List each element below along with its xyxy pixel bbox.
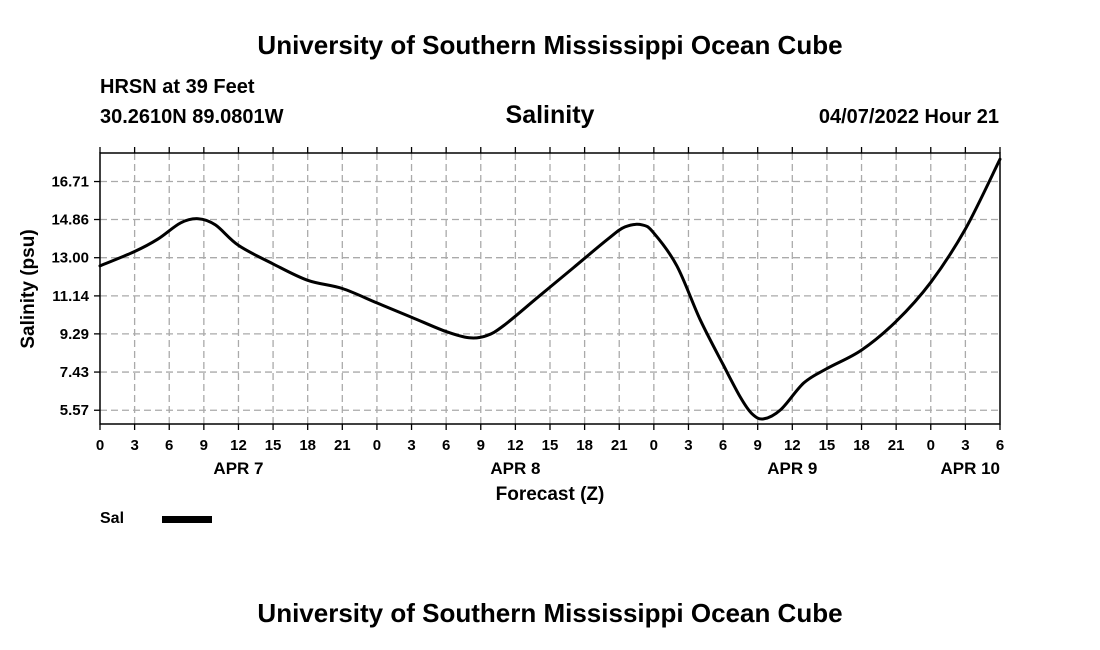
y-tick-label: 16.71 <box>51 174 89 191</box>
x-axis-title: Forecast (Z) <box>496 484 605 505</box>
axis-labels: 0 3 6 9 12 15 18 21 0 3 6 9 12 15 18 21 0 3 6 9 12 15 18 21 0 3 6 5… <box>51 174 1004 478</box>
x-tick-label: 3 <box>684 437 692 454</box>
y-tick-label: 14.86 <box>51 212 89 229</box>
top-title: University of Southern Mississippi Ocean… <box>257 30 843 60</box>
legend-label: Sal <box>100 510 125 527</box>
x-tick-label: 15 <box>542 437 559 454</box>
station-label: HRSN at 39 Feet <box>100 76 255 98</box>
chart-title: Salinity <box>505 101 595 129</box>
date-label: APR 8 <box>490 459 540 478</box>
y-tick-label: 5.57 <box>60 402 89 419</box>
date-label: APR 9 <box>767 459 817 478</box>
x-tick-label: 12 <box>230 437 247 454</box>
x-tick-label: 3 <box>407 437 415 454</box>
x-tick-label: 6 <box>719 437 727 454</box>
x-tick-label: 0 <box>96 437 104 454</box>
x-tick-label: 6 <box>442 437 450 454</box>
y-axis-title: Salinity (psu) <box>18 229 39 348</box>
x-tick-label: 21 <box>334 437 351 454</box>
x-tick-label: 9 <box>477 437 485 454</box>
x-tick-label: 0 <box>650 437 658 454</box>
x-tick-label: 21 <box>611 437 628 454</box>
x-tick-label: 9 <box>200 437 208 454</box>
x-tick-label: 18 <box>299 437 316 454</box>
x-tick-label: 18 <box>853 437 870 454</box>
date-label: APR 7 <box>213 459 263 478</box>
y-tick-label: 7.43 <box>60 364 89 381</box>
bottom-title: University of Southern Mississippi Ocean… <box>257 598 843 628</box>
y-tick-label: 9.29 <box>60 326 89 343</box>
station-coordinates: 30.2610N 89.0801W <box>100 106 284 128</box>
x-tick-label: 3 <box>961 437 969 454</box>
axis-ticks <box>94 147 1001 430</box>
y-tick-label: 11.14 <box>52 288 89 305</box>
x-tick-label: 21 <box>888 437 905 454</box>
x-tick-label: 12 <box>784 437 801 454</box>
x-tick-label: 6 <box>165 437 173 454</box>
y-tick-label: 13.00 <box>51 250 89 267</box>
x-tick-label: 6 <box>996 437 1004 454</box>
x-tick-label: 0 <box>373 437 381 454</box>
x-tick-label: 0 <box>927 437 935 454</box>
x-tick-label: 3 <box>130 437 138 454</box>
x-tick-label: 15 <box>265 437 282 454</box>
x-tick-label: 15 <box>819 437 836 454</box>
date-label: APR 10 <box>940 459 1000 478</box>
x-tick-label: 18 <box>576 437 593 454</box>
forecast-datetime: 04/07/2022 Hour 21 <box>818 106 999 128</box>
x-tick-label: 9 <box>754 437 762 454</box>
salinity-series-line <box>98 157 1002 421</box>
legend-line-swatch <box>162 516 212 523</box>
x-tick-label: 12 <box>507 437 524 454</box>
